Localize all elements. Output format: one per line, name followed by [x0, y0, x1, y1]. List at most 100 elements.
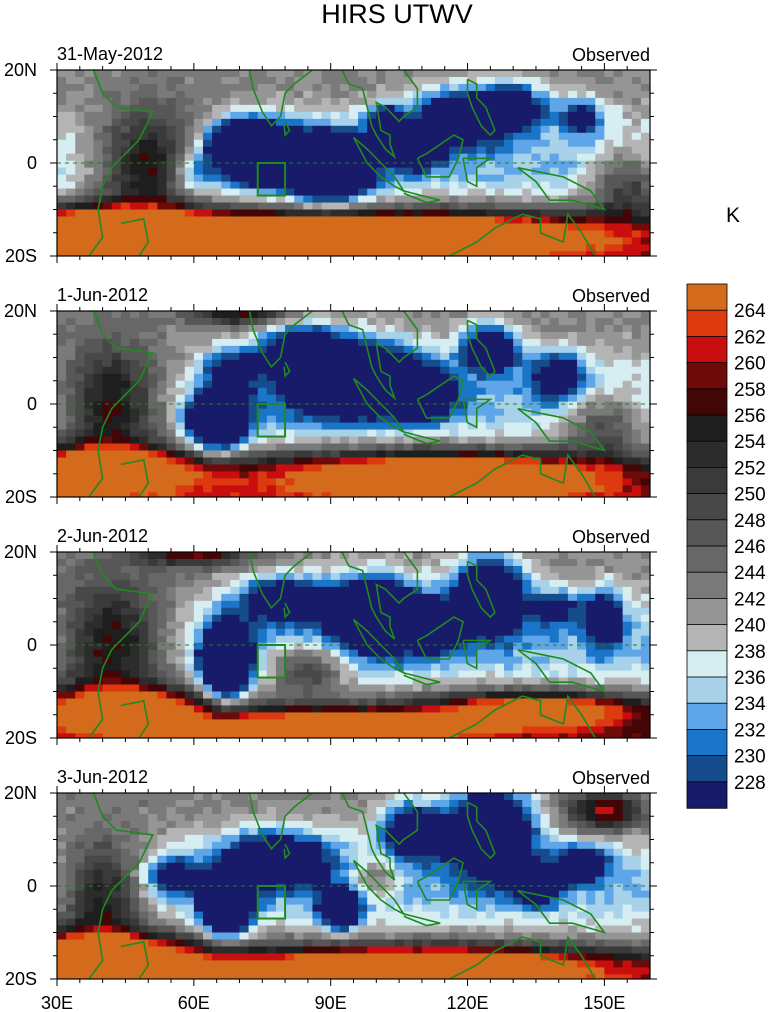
field-cell	[166, 635, 177, 644]
field-cell	[266, 160, 277, 169]
field-cell	[494, 401, 505, 410]
field-cell	[631, 565, 642, 574]
field-cell	[111, 408, 122, 417]
field-cell	[504, 83, 514, 92]
field-cell	[139, 586, 149, 595]
field-cell	[604, 663, 615, 672]
field-cell	[540, 97, 551, 106]
field-cell	[193, 146, 204, 155]
field-cell	[567, 485, 578, 493]
field-cell	[440, 429, 450, 438]
field-cell	[202, 443, 213, 452]
field-cell	[57, 670, 67, 679]
field-cell	[294, 600, 304, 609]
field-cell	[494, 125, 505, 134]
field-cell	[421, 167, 432, 176]
field-cell	[631, 670, 642, 679]
field-cell	[440, 244, 450, 252]
field-cell	[440, 628, 450, 637]
field-cell	[449, 352, 460, 361]
field-cell	[230, 642, 241, 651]
field-cell	[394, 492, 405, 497]
field-cell	[476, 649, 487, 658]
field-cell	[513, 464, 523, 473]
field-cell	[184, 387, 195, 396]
field-cell	[312, 83, 323, 92]
field-cell	[622, 90, 633, 99]
field-cell	[485, 394, 496, 403]
field-cell	[412, 167, 423, 176]
field-cell	[129, 70, 140, 78]
field-cell	[312, 359, 323, 368]
field-cell	[212, 642, 222, 651]
field-cell	[476, 670, 487, 679]
field-cell	[202, 366, 213, 375]
field-cell	[431, 565, 441, 574]
field-cell	[440, 677, 450, 686]
field-cell	[330, 167, 341, 176]
field-cell	[631, 317, 642, 326]
field-cell	[175, 111, 186, 120]
field-cell	[358, 649, 368, 658]
field-cell	[586, 181, 596, 190]
field-cell	[175, 359, 186, 368]
field-cell	[403, 132, 414, 141]
field-cell	[522, 366, 532, 375]
field-cell	[148, 345, 158, 354]
field-cell	[394, 436, 405, 445]
field-cell	[467, 174, 478, 183]
field-cell	[129, 359, 140, 368]
field-cell	[613, 153, 624, 162]
field-cell	[412, 202, 423, 211]
field-cell	[449, 188, 460, 197]
field-cell	[202, 656, 213, 665]
field-cell	[421, 478, 432, 486]
field-cell	[494, 464, 505, 473]
field-cell	[175, 422, 186, 431]
field-cell	[558, 408, 569, 417]
field-cell	[403, 251, 414, 256]
field-cell	[202, 230, 213, 238]
field-cell	[184, 195, 195, 204]
field-cell	[230, 230, 241, 238]
field-cell	[595, 125, 605, 134]
field-cell	[431, 90, 441, 99]
field-cell	[303, 153, 314, 162]
field-cell	[139, 593, 149, 602]
field-cell	[221, 111, 231, 120]
field-cell	[577, 160, 587, 169]
field-cell	[358, 359, 368, 368]
field-cell	[120, 366, 131, 375]
field-cell	[631, 160, 642, 169]
field-cell	[285, 167, 295, 176]
field-cell	[184, 579, 195, 588]
field-cell	[367, 311, 377, 319]
field-cell	[321, 132, 332, 141]
field-cell	[275, 311, 286, 319]
field-cell	[57, 415, 67, 424]
field-cell	[166, 586, 177, 595]
field-cell	[111, 223, 122, 232]
field-cell	[449, 387, 460, 396]
field-cell	[431, 216, 441, 225]
field-cell	[157, 251, 168, 256]
field-cell	[111, 387, 122, 396]
field-cell	[257, 311, 268, 319]
field-cell	[513, 579, 523, 588]
field-cell	[522, 118, 532, 127]
field-cell	[248, 628, 259, 637]
field-cell	[567, 317, 578, 326]
field-cell	[93, 436, 104, 445]
field-cell	[558, 139, 569, 148]
field-cell	[193, 579, 204, 588]
field-cell	[129, 373, 140, 382]
field-cell	[613, 311, 624, 319]
field-cell	[221, 195, 231, 204]
field-cell	[467, 209, 478, 218]
field-cell	[421, 436, 432, 445]
field-cell	[504, 614, 514, 623]
field-cell	[120, 663, 131, 672]
field-cell	[595, 607, 605, 616]
field-cell	[303, 586, 314, 595]
field-cell	[567, 111, 578, 120]
